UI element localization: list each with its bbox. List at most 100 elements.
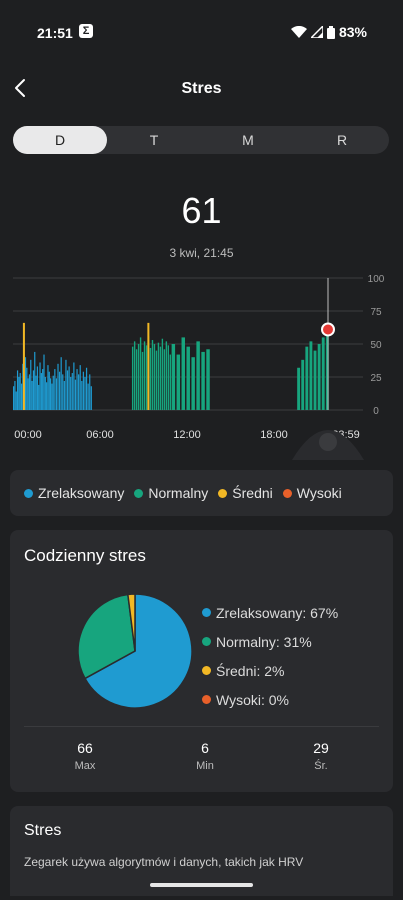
legend-card: Zrelaksowany Normalny Średni Wysoki	[10, 470, 393, 516]
legend-label-normal: Normalny	[148, 485, 209, 501]
stress-bar	[14, 380, 16, 410]
stress-bar	[40, 373, 42, 410]
legend-item-medium: Średni	[218, 485, 273, 501]
pie-legend: Zrelaksowany: 67% Normalny: 31% Średni: …	[202, 598, 338, 714]
y-tick-label: 25	[370, 373, 382, 384]
back-arrow-icon[interactable]	[12, 78, 30, 98]
stress-bar	[15, 391, 17, 410]
stress-bar	[87, 383, 89, 410]
x-tick-label: 06:00	[86, 429, 114, 441]
stress-bar	[196, 341, 200, 410]
stress-bar	[28, 374, 31, 410]
daily-stress-card: Codzienny stres Zrelaksowany: 67% Normal…	[10, 530, 393, 792]
stress-bar	[78, 374, 80, 410]
x-tick-label: 12:00	[173, 429, 201, 441]
stress-chart[interactable]: 100 75 50 25 0 00:00 06:00 12:00 18:00 23:59	[0, 270, 403, 460]
pie-label-relaxed: Zrelaksowany: 67%	[216, 604, 339, 621]
stress-bar	[27, 378, 29, 410]
stress-bar	[30, 359, 32, 410]
stress-bar	[58, 371, 61, 410]
home-indicator[interactable]	[150, 883, 253, 887]
stat-min-label: Min	[196, 760, 214, 772]
y-tick-label: 100	[368, 274, 385, 285]
normal-dot-icon	[202, 637, 211, 646]
x-tick-label: 18:00	[260, 429, 288, 441]
stress-bar	[186, 346, 190, 410]
stat-avg-value: 29	[313, 740, 329, 756]
stress-bar	[131, 346, 134, 410]
legend-label-medium: Średni	[232, 485, 273, 501]
pie-legend-medium: Średni: 2%	[202, 656, 338, 685]
stress-bar	[176, 354, 181, 410]
stress-bar	[20, 383, 23, 410]
stress-bar	[133, 341, 136, 410]
legend-label-relaxed: Zrelaksowany	[38, 485, 125, 501]
stress-bar	[143, 341, 146, 410]
y-tick-label: 0	[373, 406, 379, 417]
status-right: 83%	[290, 24, 367, 40]
pie-slice	[84, 593, 193, 709]
signal-icon	[310, 26, 323, 38]
period-tabs: D T M R	[13, 126, 389, 154]
stat-avg-label: Śr.	[314, 760, 328, 772]
stress-bar	[81, 380, 83, 410]
stress-bar	[84, 377, 86, 410]
current-timestamp: 3 kwi, 21:45	[169, 246, 234, 260]
stress-bar	[73, 362, 75, 410]
stress-bar	[163, 349, 166, 410]
tab-week[interactable]: T	[149, 132, 159, 148]
stress-bar	[135, 349, 138, 410]
stress-bar	[71, 373, 73, 410]
normal-dot-icon	[134, 488, 144, 498]
stress-bar	[191, 357, 195, 410]
legend-label-high: Wysoki	[296, 485, 342, 501]
legend-item-relaxed: Zrelaksowany	[24, 485, 124, 501]
legend: Zrelaksowany Normalny Średni Wysoki	[24, 485, 342, 501]
legend-item-normal: Normalny	[134, 485, 208, 501]
pie-slice	[77, 593, 136, 680]
scrub-handle-icon	[319, 433, 337, 451]
stress-bar	[63, 380, 65, 410]
current-stress-value: 61	[181, 190, 222, 231]
stress-bar	[31, 380, 33, 410]
stress-bar	[16, 370, 19, 410]
stress-bar	[42, 369, 44, 410]
tab-day[interactable]: D	[13, 126, 107, 154]
stress-bar	[68, 366, 70, 410]
stress-bar	[321, 337, 325, 410]
stress-bar	[90, 386, 92, 410]
stress-bar	[313, 350, 317, 410]
stress-bar	[153, 344, 156, 410]
pie-legend-high: Wysoki: 0%	[202, 685, 338, 714]
pie-legend-relaxed: Zrelaksowany: 67%	[202, 598, 338, 627]
stress-bar	[325, 329, 329, 410]
stress-bar	[309, 341, 313, 410]
stress-bar	[159, 346, 162, 410]
stress-bar	[74, 379, 77, 410]
stress-bar	[171, 344, 176, 410]
stress-bar	[36, 366, 38, 410]
tab-year[interactable]: R	[336, 132, 348, 148]
y-tick-label: 50	[370, 340, 382, 351]
high-dot-icon	[202, 695, 211, 704]
stress-bar	[22, 363, 24, 410]
stress-bar	[141, 351, 144, 410]
legend-item-high: Wysoki	[282, 485, 342, 501]
stress-bar	[66, 370, 69, 410]
selection-marker-icon	[321, 322, 335, 337]
stress-bar	[46, 382, 48, 410]
stress-bar	[52, 375, 54, 410]
stress-bar	[297, 367, 301, 410]
stress-bar	[70, 377, 72, 410]
stress-bar	[32, 370, 35, 410]
pie-label-medium: Średni: 2%	[216, 662, 285, 679]
tab-month[interactable]: M	[242, 132, 254, 148]
stress-bar	[47, 365, 49, 410]
stress-bar	[305, 346, 309, 410]
stress-bar	[165, 341, 168, 410]
pie-svg	[77, 593, 193, 709]
stress-bar	[43, 354, 45, 410]
stress-bar	[50, 378, 52, 410]
stress-bar	[157, 342, 160, 410]
